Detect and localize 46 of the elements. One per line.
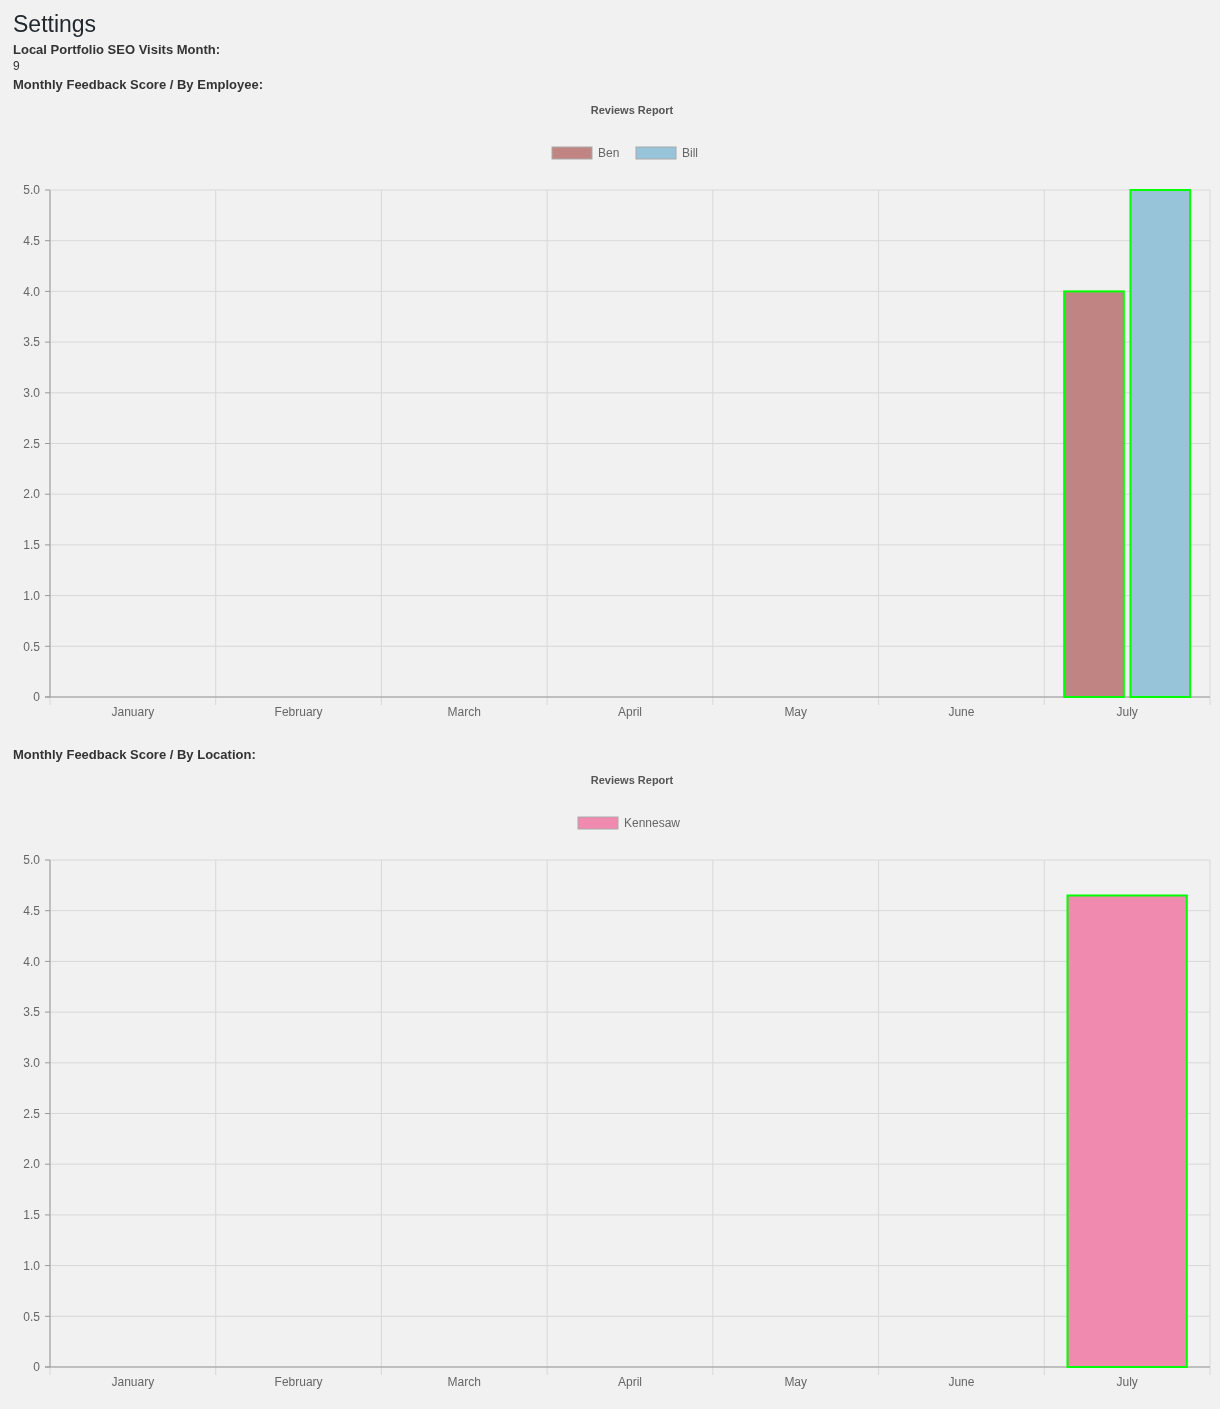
- y-tick-label: 4.0: [23, 954, 41, 969]
- chart-subtitle: Monthly Feedback Score / By Employee:: [13, 77, 263, 92]
- y-tick-label: 0.5: [23, 1309, 41, 1324]
- y-tick-label: 1.5: [23, 1208, 41, 1223]
- text: Settings: [13, 11, 97, 37]
- y-tick-label: 4.0: [23, 284, 41, 299]
- y-tick-label: 4.5: [23, 233, 41, 248]
- legend-label: Bill: [682, 146, 699, 160]
- chart-title: Reviews Report: [590, 774, 674, 786]
- x-tick-label: March: [447, 705, 481, 719]
- x-tick-label: February: [274, 1375, 323, 1389]
- x-tick-label: July: [1116, 1375, 1138, 1389]
- chart-title: Reviews Report: [590, 104, 674, 116]
- text: 9: [13, 59, 20, 73]
- chart-subtitle: Monthly Feedback Score / By Location:: [13, 747, 256, 762]
- x-tick-label: June: [948, 1375, 975, 1389]
- y-tick-label: 5.0: [23, 853, 41, 868]
- x-tick-label: May: [784, 1375, 808, 1389]
- legend-label: Ben: [598, 146, 620, 160]
- y-tick-label: 4.5: [23, 903, 41, 918]
- x-tick-label: July: [1116, 705, 1138, 719]
- y-tick-label: 5.0: [23, 183, 41, 198]
- x-tick-label: May: [784, 705, 808, 719]
- y-tick-label: 2.0: [23, 487, 41, 502]
- y-tick-label: 2.0: [23, 1157, 41, 1172]
- y-tick-label: 0: [33, 1360, 41, 1375]
- x-tick-label: January: [111, 705, 155, 719]
- y-tick-label: 0.5: [23, 639, 41, 654]
- y-tick-label: 3.5: [23, 335, 41, 350]
- y-tick-label: 1.0: [23, 588, 41, 603]
- x-tick-label: June: [948, 705, 975, 719]
- text: Local Portfolio SEO Visits Month:: [13, 42, 221, 57]
- y-tick-label: 1.0: [23, 1258, 41, 1273]
- y-tick-label: 3.0: [23, 386, 41, 400]
- x-tick-label: March: [447, 1375, 481, 1389]
- x-tick-label: January: [111, 1375, 155, 1389]
- y-tick-label: 2.5: [23, 436, 41, 451]
- y-tick-label: 3.0: [23, 1056, 41, 1070]
- y-tick-label: 2.5: [23, 1106, 41, 1121]
- x-tick-label: February: [274, 705, 323, 719]
- y-tick-label: 0: [33, 690, 41, 705]
- x-tick-label: April: [617, 1375, 643, 1389]
- y-tick-label: 1.5: [23, 538, 41, 553]
- legend-label: Kennesaw: [624, 816, 681, 830]
- x-tick-label: April: [617, 705, 643, 719]
- y-tick-label: 3.5: [23, 1005, 41, 1020]
